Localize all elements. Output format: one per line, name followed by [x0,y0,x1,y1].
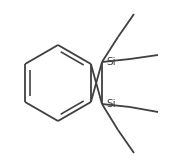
Text: Si: Si [106,57,116,67]
Text: Si: Si [106,99,116,109]
